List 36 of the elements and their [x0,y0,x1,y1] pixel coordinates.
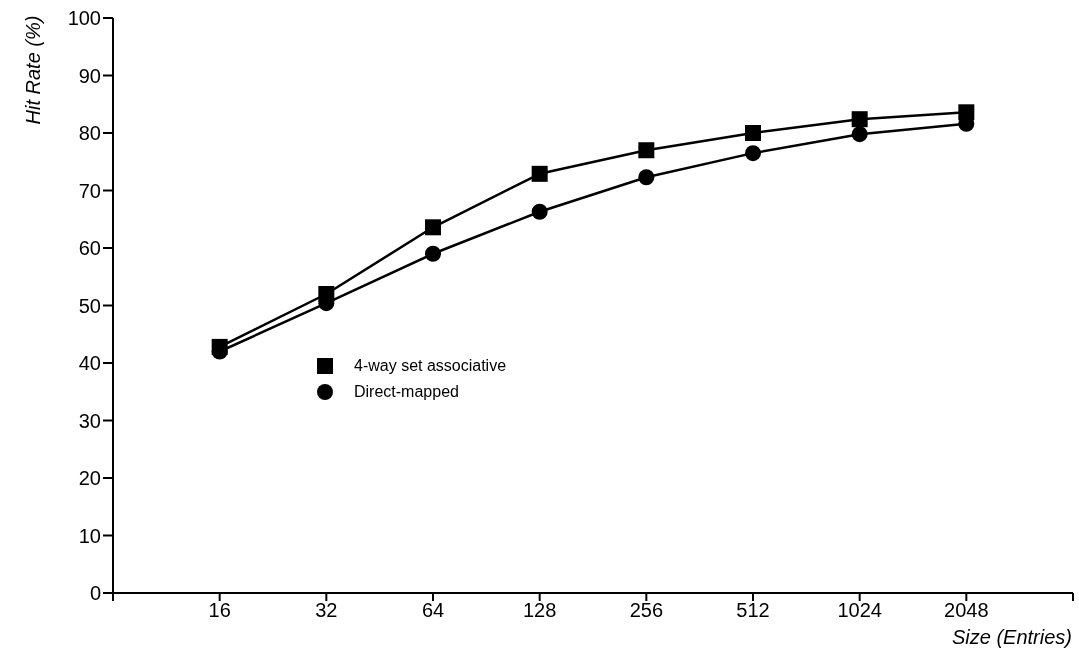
point [531,203,548,220]
x-tick-label: 512 [736,599,770,622]
point [425,219,441,236]
point [318,286,335,302]
y-tick-label: 40 [78,352,101,375]
point [745,145,761,162]
y-tick-label: 30 [78,409,101,432]
x-tick-label: 128 [522,599,557,622]
y-tick-label: 0 [89,582,101,605]
y-axis-title: Hit Rate (%) [22,15,44,125]
point [638,169,655,186]
point [851,111,868,128]
x-axis-title: Size (Entries) [951,626,1072,648]
x-tick-label: 256 [629,599,664,622]
x-tick-label: 32 [315,599,338,622]
point [211,338,228,355]
point [745,125,761,141]
point [425,245,441,262]
x-tick-label: 64 [421,599,445,622]
point [531,165,548,182]
y-tick-label: 70 [78,179,101,202]
y-tick-label: 20 [78,467,101,490]
legend-label: Direct-mapped [354,382,459,402]
y-tick-label: 80 [78,122,101,145]
x-tick-label: 2048 [944,599,989,622]
y-tick-label: 90 [78,64,101,87]
y-tick-label: 10 [78,524,101,547]
legend-label: 4-way set associative [354,356,507,376]
y-tick-label: 60 [78,237,101,260]
y-tick-label: 100 [67,7,101,30]
y-tick-label: 50 [78,294,101,317]
x-tick-label: 16 [208,599,231,622]
point [638,142,655,159]
point [958,104,975,121]
x-tick-label: 1024 [837,599,882,622]
point [851,126,868,143]
